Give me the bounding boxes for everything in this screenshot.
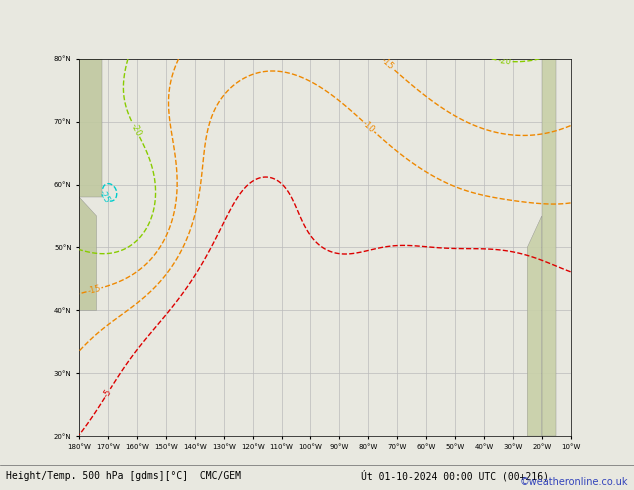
Text: ©weatheronline.co.uk: ©weatheronline.co.uk [519,477,628,488]
Text: -10: -10 [361,119,377,134]
Text: -15: -15 [86,284,101,296]
Text: -15: -15 [379,55,395,72]
Polygon shape [527,216,541,436]
Text: -5: -5 [101,387,113,399]
Text: -20: -20 [497,56,512,66]
Text: -25: -25 [96,188,111,204]
Polygon shape [541,59,556,436]
Polygon shape [79,197,96,310]
Text: -20: -20 [129,122,143,138]
Text: Út 01-10-2024 00:00 UTC (00+216): Út 01-10-2024 00:00 UTC (00+216) [361,470,550,482]
Text: Height/Temp. 500 hPa [gdms][°C]  CMC/GEM: Height/Temp. 500 hPa [gdms][°C] CMC/GEM [6,471,242,481]
Polygon shape [79,59,102,197]
